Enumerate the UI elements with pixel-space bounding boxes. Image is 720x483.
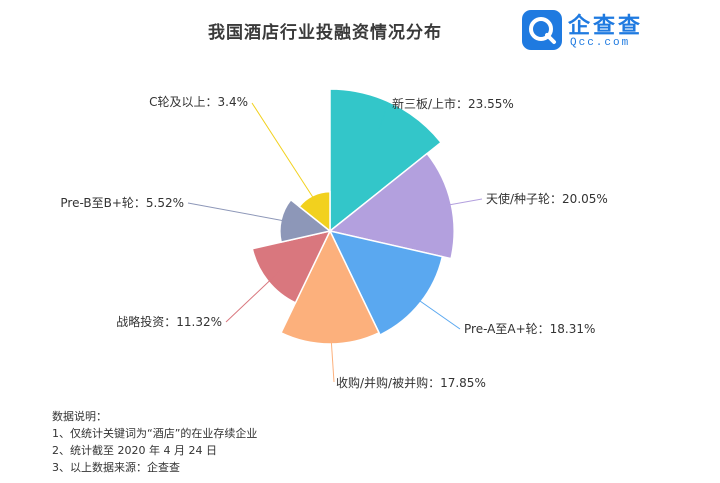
- leader-line: [187, 202, 291, 223]
- notes-heading: 数据说明：: [52, 410, 107, 423]
- leader-line: [426, 198, 483, 210]
- brand-domain: Qcc.com: [570, 37, 631, 49]
- rose-slice: [298, 190, 331, 233]
- slice-label: 收购/并购/被并购：17.85%: [336, 375, 486, 390]
- rose-slice: [328, 229, 444, 336]
- rose-slice: [279, 229, 381, 345]
- leader-line: [251, 102, 317, 203]
- data-notes: 数据说明： 1、仅统计关键词为“酒店”的在业存续企业 2、统计截至 2020 年…: [52, 408, 257, 476]
- slice-label: C轮及以上：3.4%: [149, 95, 248, 109]
- slice-label: 天使/种子轮：20.05%: [486, 191, 608, 206]
- rose-slice: [251, 229, 332, 304]
- leader-line: [225, 270, 281, 323]
- notes-line-3: 3、以上数据来源：企查查: [52, 461, 180, 474]
- rose-slice: [328, 152, 455, 260]
- brand-logo: 企查查 Qcc.com: [522, 8, 682, 56]
- leader-line: [378, 103, 389, 129]
- rose-slice: [329, 88, 443, 233]
- notes-line-2: 2、统计截至 2020 年 4 月 24 日: [52, 444, 217, 457]
- notes-line-1: 1、仅统计关键词为“酒店”的在业存续企业: [52, 427, 258, 440]
- leader-line: [329, 321, 335, 383]
- magnifier-q-icon: [522, 10, 562, 50]
- slice-label: Pre-B至B+轮：5.52%: [60, 196, 184, 210]
- brand-name: 企查查: [568, 14, 644, 39]
- chart-title: 我国酒店行业投融资情况分布: [208, 23, 442, 43]
- slice-label: Pre-A至A+轮：18.31%: [464, 322, 595, 336]
- slice-label: 战略投资：11.32%: [116, 314, 222, 329]
- leader-line: [401, 288, 461, 330]
- slice-label: 新三板/上市：23.55%: [392, 96, 514, 111]
